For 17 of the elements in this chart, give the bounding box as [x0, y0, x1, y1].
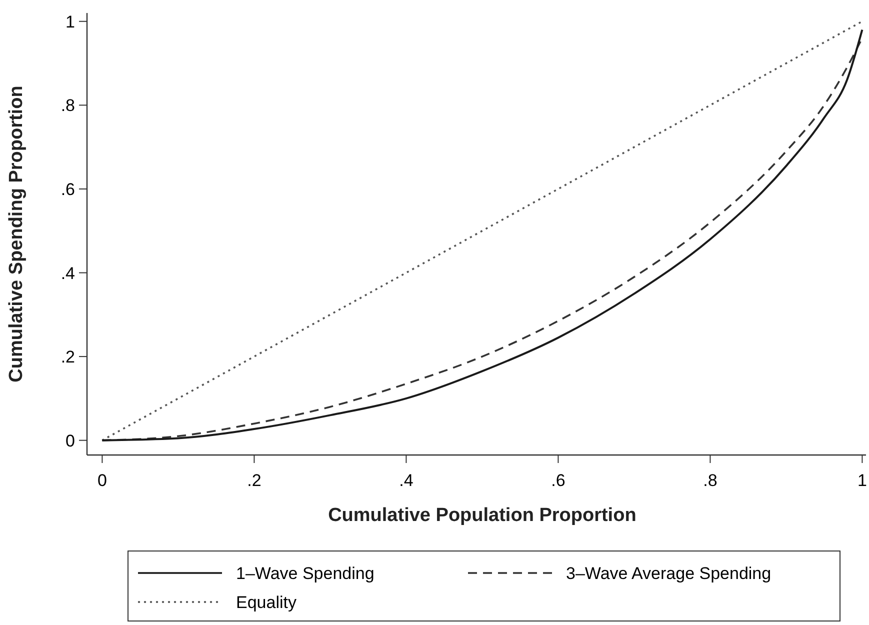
y-tick-label: .8 — [60, 96, 75, 116]
x-tick-label: 0 — [97, 471, 107, 490]
y-tick-label: .4 — [60, 264, 75, 283]
x-axis-title: Cumulative Population Proportion — [328, 505, 636, 526]
legend-label: 3–Wave Average Spending — [566, 564, 772, 583]
y-tick-label: .2 — [60, 348, 75, 367]
x-tick-label: .2 — [247, 471, 262, 490]
legend-label: Equality — [236, 593, 297, 612]
y-tick-label: 1 — [66, 12, 75, 32]
y-tick-label: 0 — [66, 431, 75, 450]
x-tick-label: .4 — [399, 471, 414, 490]
x-tick-label: .6 — [551, 471, 566, 490]
legend-label: 1–Wave Spending — [236, 564, 374, 583]
y-tick-label: .6 — [60, 180, 75, 199]
y-axis-title: Cumulative Spending Proportion — [6, 86, 27, 382]
x-tick-label: 1 — [857, 471, 867, 490]
x-tick-label: .8 — [703, 471, 718, 490]
